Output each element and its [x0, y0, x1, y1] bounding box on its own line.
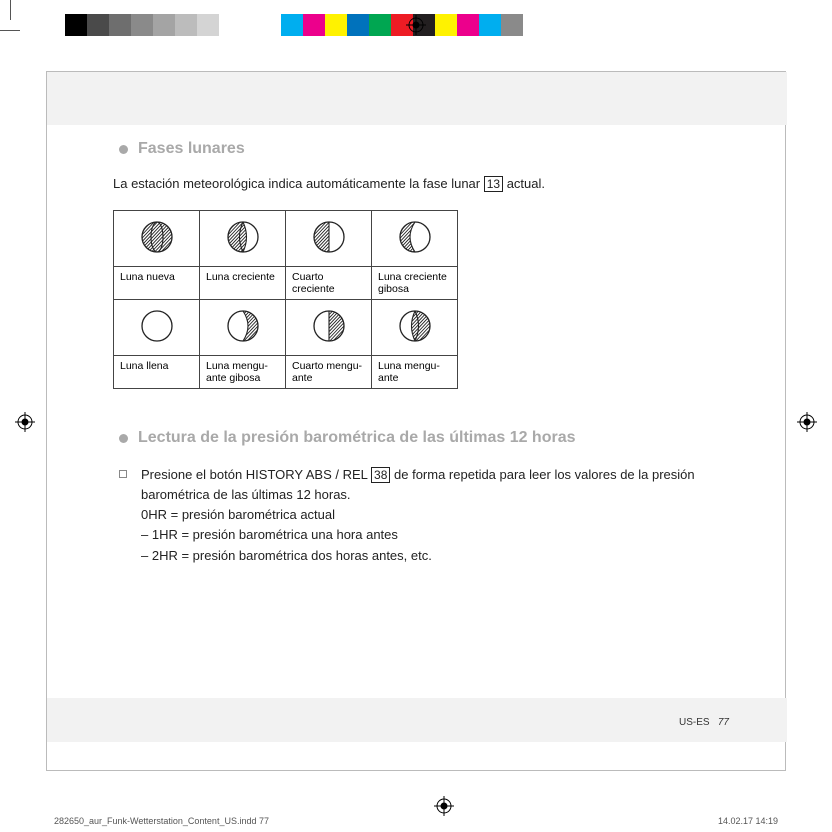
locale: US-ES — [679, 717, 710, 728]
bullet-icon — [119, 145, 128, 154]
imposition-footer: 282650_aur_Funk-Wetterstation_Content_US… — [46, 816, 786, 826]
header-band — [47, 72, 787, 125]
moon-label-cell: Luna creciente — [200, 267, 286, 300]
moon-icon-cell — [114, 300, 200, 356]
swatch — [501, 14, 523, 36]
section-heading: Lectura de la presión barométrica de las… — [119, 429, 719, 447]
swatch — [303, 14, 325, 36]
moon-icon-cell — [200, 211, 286, 267]
swatch — [131, 14, 153, 36]
text: – 1HR = presión barométrica una hora ant… — [141, 527, 398, 542]
swatch — [87, 14, 109, 36]
reference-number: 38 — [371, 467, 390, 483]
file-path: 282650_aur_Funk-Wetterstation_Content_US… — [54, 816, 269, 826]
list-item: Presione el botón HISTORY ABS / REL 38 d… — [119, 465, 719, 566]
intro-paragraph: La estación meteorológica indica automát… — [113, 176, 719, 192]
swatch — [347, 14, 369, 36]
text: 0HR = presión barométrica actual — [141, 507, 335, 522]
text: – 2HR = presión barométrica dos horas an… — [141, 548, 432, 563]
page-number: US-ES 77 — [679, 717, 729, 728]
moon-label-cell: Cuarto creciente — [286, 267, 372, 300]
swatch — [219, 14, 241, 36]
moon-label-cell: Luna mengu-ante gibosa — [200, 356, 286, 389]
page-frame: Fases lunares La estación meteorológica … — [46, 71, 786, 771]
text: Presione el botón HISTORY ABS / REL — [141, 467, 371, 482]
text: actual. — [503, 176, 545, 191]
moon-label-cell: Luna llena — [114, 356, 200, 389]
bullet-icon — [119, 434, 128, 443]
swatch — [241, 14, 281, 36]
crop-mark — [10, 0, 11, 20]
registration-mark-icon — [797, 412, 817, 432]
moon-icon-cell — [114, 211, 200, 267]
footer-band — [47, 698, 787, 742]
moon-label-cell: Luna nueva — [114, 267, 200, 300]
page-content: Fases lunares La estación meteorológica … — [119, 140, 719, 566]
moon-icon-cell — [372, 300, 458, 356]
registration-mark-icon — [15, 412, 35, 432]
swatch — [479, 14, 501, 36]
swatch — [457, 14, 479, 36]
list-body: Presione el botón HISTORY ABS / REL 38 d… — [141, 465, 719, 566]
swatch — [109, 14, 131, 36]
swatch — [197, 14, 219, 36]
reference-number: 13 — [484, 176, 503, 192]
page: 77 — [718, 717, 729, 728]
timestamp: 14.02.17 14:19 — [718, 816, 778, 826]
square-bullet-icon — [119, 470, 127, 478]
moon-icon-cell — [286, 211, 372, 267]
swatch — [281, 14, 303, 36]
swatch — [369, 14, 391, 36]
instruction-list: Presione el botón HISTORY ABS / REL 38 d… — [119, 465, 719, 566]
moon-label-cell: Cuarto mengu-ante — [286, 356, 372, 389]
heading-text: Lectura de la presión barométrica de las… — [138, 429, 576, 447]
heading-text: Fases lunares — [138, 140, 245, 158]
moon-phase-table: Luna nuevaLuna crecienteCuarto creciente… — [113, 210, 458, 389]
moon-label-cell: Luna mengu-ante — [372, 356, 458, 389]
moon-icon-cell — [286, 300, 372, 356]
registration-mark-icon — [406, 15, 426, 35]
section-heading: Fases lunares — [119, 140, 719, 158]
swatch — [175, 14, 197, 36]
moon-icon-cell — [200, 300, 286, 356]
registration-mark-icon — [434, 796, 454, 816]
swatch — [325, 14, 347, 36]
moon-label-cell: Luna creciente gibosa — [372, 267, 458, 300]
swatch — [65, 14, 87, 36]
swatch — [435, 14, 457, 36]
crop-mark — [0, 30, 20, 31]
moon-icon-cell — [372, 211, 458, 267]
swatch — [153, 14, 175, 36]
text: La estación meteorológica indica automát… — [113, 176, 484, 191]
